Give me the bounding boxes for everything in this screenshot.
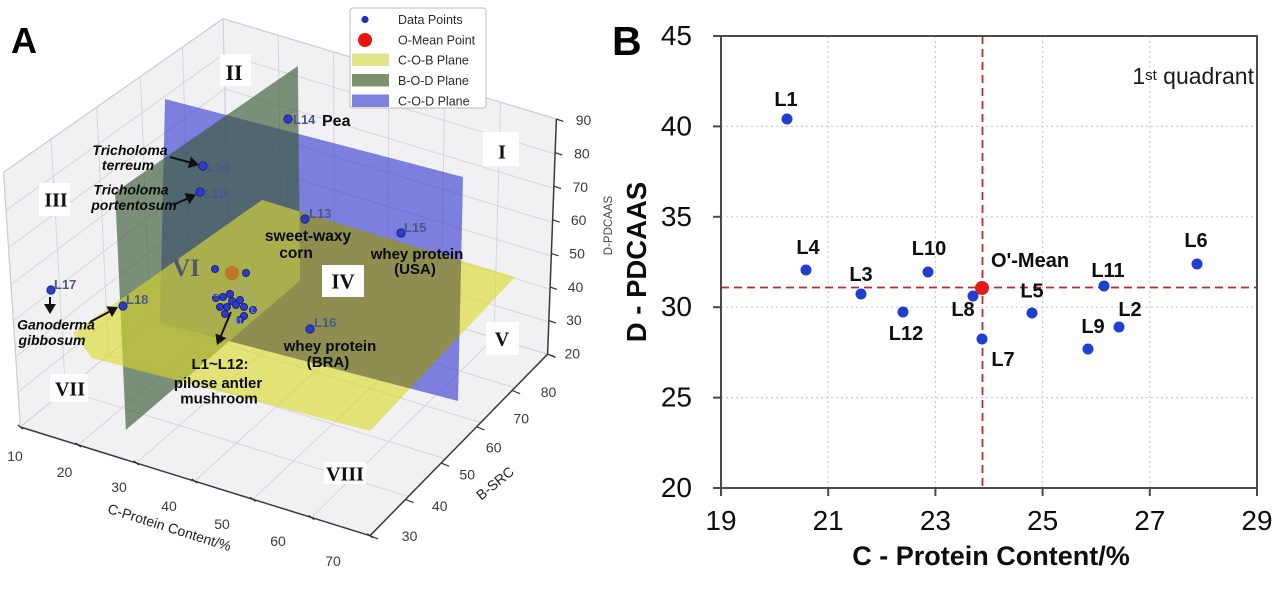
svg-text:L13: L13 [309,206,331,221]
svg-text:D-PDCAAS: D-PDCAAS [603,195,615,255]
svg-text:60: 60 [486,439,502,455]
svg-text:whey protein: whey protein [283,338,377,355]
svg-text:III: III [44,190,68,212]
svg-text:45: 45 [661,20,692,51]
svg-text:(BRA): (BRA) [307,354,350,371]
svg-text:30: 30 [111,479,127,495]
svg-text:L6: L6 [1184,230,1207,252]
svg-text:L15: L15 [404,220,426,235]
svg-text:mushroom: mushroom [180,391,258,408]
svg-text:C-O-B Plane: C-O-B Plane [398,54,469,68]
svg-text:portentosum: portentosum [90,197,177,213]
svg-text:terreum: terreum [102,157,154,173]
svg-text:30: 30 [566,312,582,328]
svg-text:L19: L19 [204,186,226,201]
svg-text:25: 25 [661,382,692,413]
svg-text:L17: L17 [54,277,76,292]
svg-text:(USA): (USA) [394,261,436,278]
svg-text:gibbosum: gibbosum [18,332,86,348]
svg-text:L1: L1 [774,89,797,111]
svg-text:50: 50 [214,516,230,532]
svg-text:29: 29 [1241,505,1272,536]
svg-text:L18: L18 [126,292,148,307]
svg-text:70: 70 [513,411,529,427]
svg-text:Pea: Pea [322,113,351,130]
svg-text:60: 60 [270,533,286,549]
svg-text:O'-Mean: O'-Mean [991,250,1069,272]
svg-text:40: 40 [568,279,584,295]
svg-text:O-Mean Point: O-Mean Point [398,34,476,48]
svg-text:B: B [612,18,642,64]
svg-text:VII: VII [55,379,85,401]
svg-text:pilose antler: pilose antler [174,375,263,392]
svg-text:whey protein: whey protein [370,246,464,263]
svg-text:20: 20 [565,346,581,362]
svg-text:L4: L4 [796,237,820,259]
svg-text:L9: L9 [1081,316,1104,338]
svg-text:25: 25 [1027,505,1058,536]
svg-text:A: A [11,20,37,61]
svg-text:19: 19 [705,505,736,536]
svg-text:L1: L1 [210,289,219,298]
svg-text:L11: L11 [230,317,243,326]
svg-text:VIII: VIII [326,464,364,486]
svg-text:L7: L7 [991,349,1014,371]
svg-text:VI: VI [172,255,200,282]
svg-text:C-O-D Plane: C-O-D Plane [398,95,470,109]
svg-text:IV: IV [331,270,354,294]
svg-text:90: 90 [576,112,592,128]
svg-text:II: II [225,60,242,85]
svg-text:40: 40 [432,498,448,514]
svg-text:21: 21 [813,505,844,536]
svg-text:10: 10 [7,448,23,464]
svg-text:35: 35 [661,201,692,232]
svg-text:70: 70 [573,179,589,195]
svg-text:L16: L16 [314,315,336,330]
svg-text:L10: L10 [236,284,250,293]
svg-text:23: 23 [920,505,951,536]
svg-text:1st quadrant: 1st quadrant [1132,63,1254,89]
svg-text:20: 20 [661,472,692,503]
svg-text:Tricholoma: Tricholoma [92,142,167,158]
svg-text:40: 40 [161,498,177,514]
svg-text:L5: L5 [1020,281,1043,303]
svg-text:30: 30 [661,291,692,322]
svg-text:27: 27 [1134,505,1165,536]
svg-text:L2: L2 [1118,299,1141,321]
svg-text:20: 20 [57,464,73,480]
svg-text:30: 30 [402,528,418,544]
svg-text:I: I [498,142,506,164]
svg-text:40: 40 [661,110,692,141]
svg-text:L8: L8 [951,299,974,321]
svg-text:C - Protein Content/%: C - Protein Content/% [852,541,1130,571]
svg-text:70: 70 [325,553,341,569]
svg-text:L3: L3 [849,264,872,286]
svg-text:B-O-D Plane: B-O-D Plane [398,74,469,88]
svg-text:sweet-waxy: sweet-waxy [265,228,352,245]
svg-text:L1~L12:: L1~L12: [191,356,248,373]
svg-text:L11: L11 [1091,260,1124,282]
svg-text:L10: L10 [912,238,946,260]
svg-text:50: 50 [459,467,475,483]
svg-text:80: 80 [541,384,557,400]
svg-text:50: 50 [569,245,585,261]
svg-text:80: 80 [574,145,590,161]
svg-text:L6: L6 [248,294,257,303]
svg-text:Tricholoma: Tricholoma [93,182,168,198]
svg-text:L12: L12 [889,323,923,345]
svg-text:V: V [495,329,510,351]
svg-text:60: 60 [571,212,587,228]
svg-text:corn: corn [279,245,313,262]
svg-text:Data Points: Data Points [398,13,463,27]
svg-text:L20: L20 [207,160,229,175]
svg-text:D - PDCAAS: D - PDCAAS [621,182,652,342]
svg-text:L14: L14 [293,112,316,127]
svg-text:Ganoderma: Ganoderma [17,317,95,333]
svg-text:L3: L3 [251,306,260,315]
